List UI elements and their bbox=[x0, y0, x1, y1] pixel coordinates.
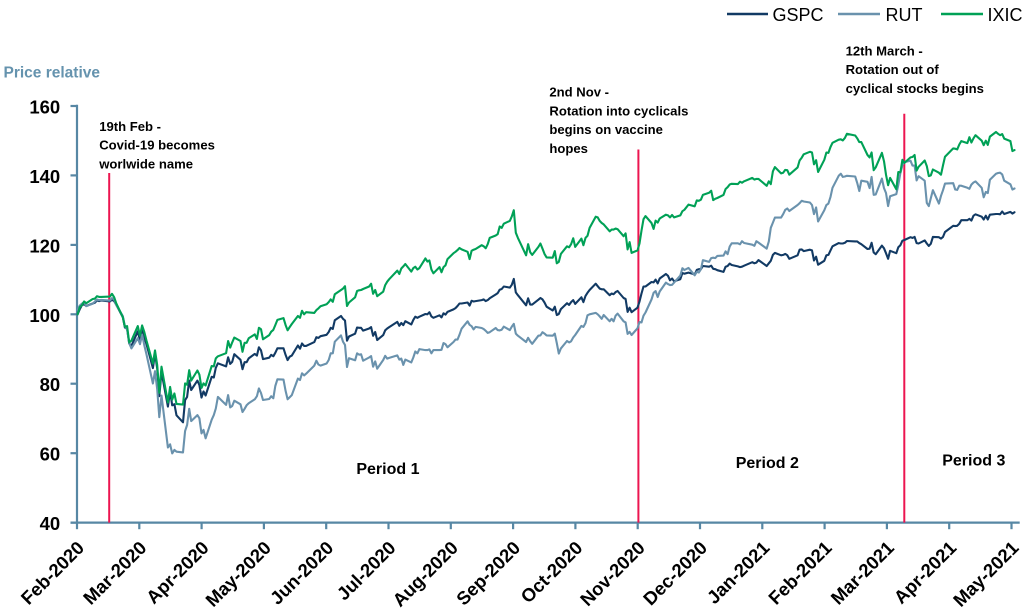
svg-text:Period 2: Period 2 bbox=[736, 455, 799, 472]
svg-text:hopes: hopes bbox=[549, 141, 588, 156]
svg-text:Rotation into cyclicals: Rotation into cyclicals bbox=[549, 103, 688, 118]
svg-text:cyclical stocks begins: cyclical stocks begins bbox=[846, 81, 984, 96]
svg-text:160: 160 bbox=[29, 97, 60, 118]
svg-text:Period 3: Period 3 bbox=[942, 452, 1005, 469]
svg-text:120: 120 bbox=[29, 235, 60, 256]
svg-text:100: 100 bbox=[29, 305, 60, 326]
svg-text:Price relative: Price relative bbox=[4, 65, 101, 82]
svg-text:RUT: RUT bbox=[886, 5, 923, 25]
svg-text:GSPC: GSPC bbox=[773, 5, 824, 25]
svg-text:80: 80 bbox=[40, 374, 61, 395]
svg-text:140: 140 bbox=[29, 166, 60, 187]
svg-text:19th Feb -: 19th Feb - bbox=[99, 119, 161, 134]
svg-text:worlwide name: worlwide name bbox=[98, 156, 193, 171]
svg-text:Period 1: Period 1 bbox=[356, 461, 419, 478]
svg-text:Rotation out of: Rotation out of bbox=[846, 62, 940, 77]
svg-text:IXIC: IXIC bbox=[988, 5, 1023, 25]
svg-text:begins on vaccine: begins on vaccine bbox=[549, 122, 663, 137]
svg-text:2nd Nov -: 2nd Nov - bbox=[549, 85, 609, 100]
svg-text:40: 40 bbox=[40, 513, 61, 534]
svg-text:Covid-19 becomes: Covid-19 becomes bbox=[99, 137, 215, 152]
svg-text:12th March -: 12th March - bbox=[846, 43, 923, 58]
svg-text:60: 60 bbox=[40, 444, 61, 465]
